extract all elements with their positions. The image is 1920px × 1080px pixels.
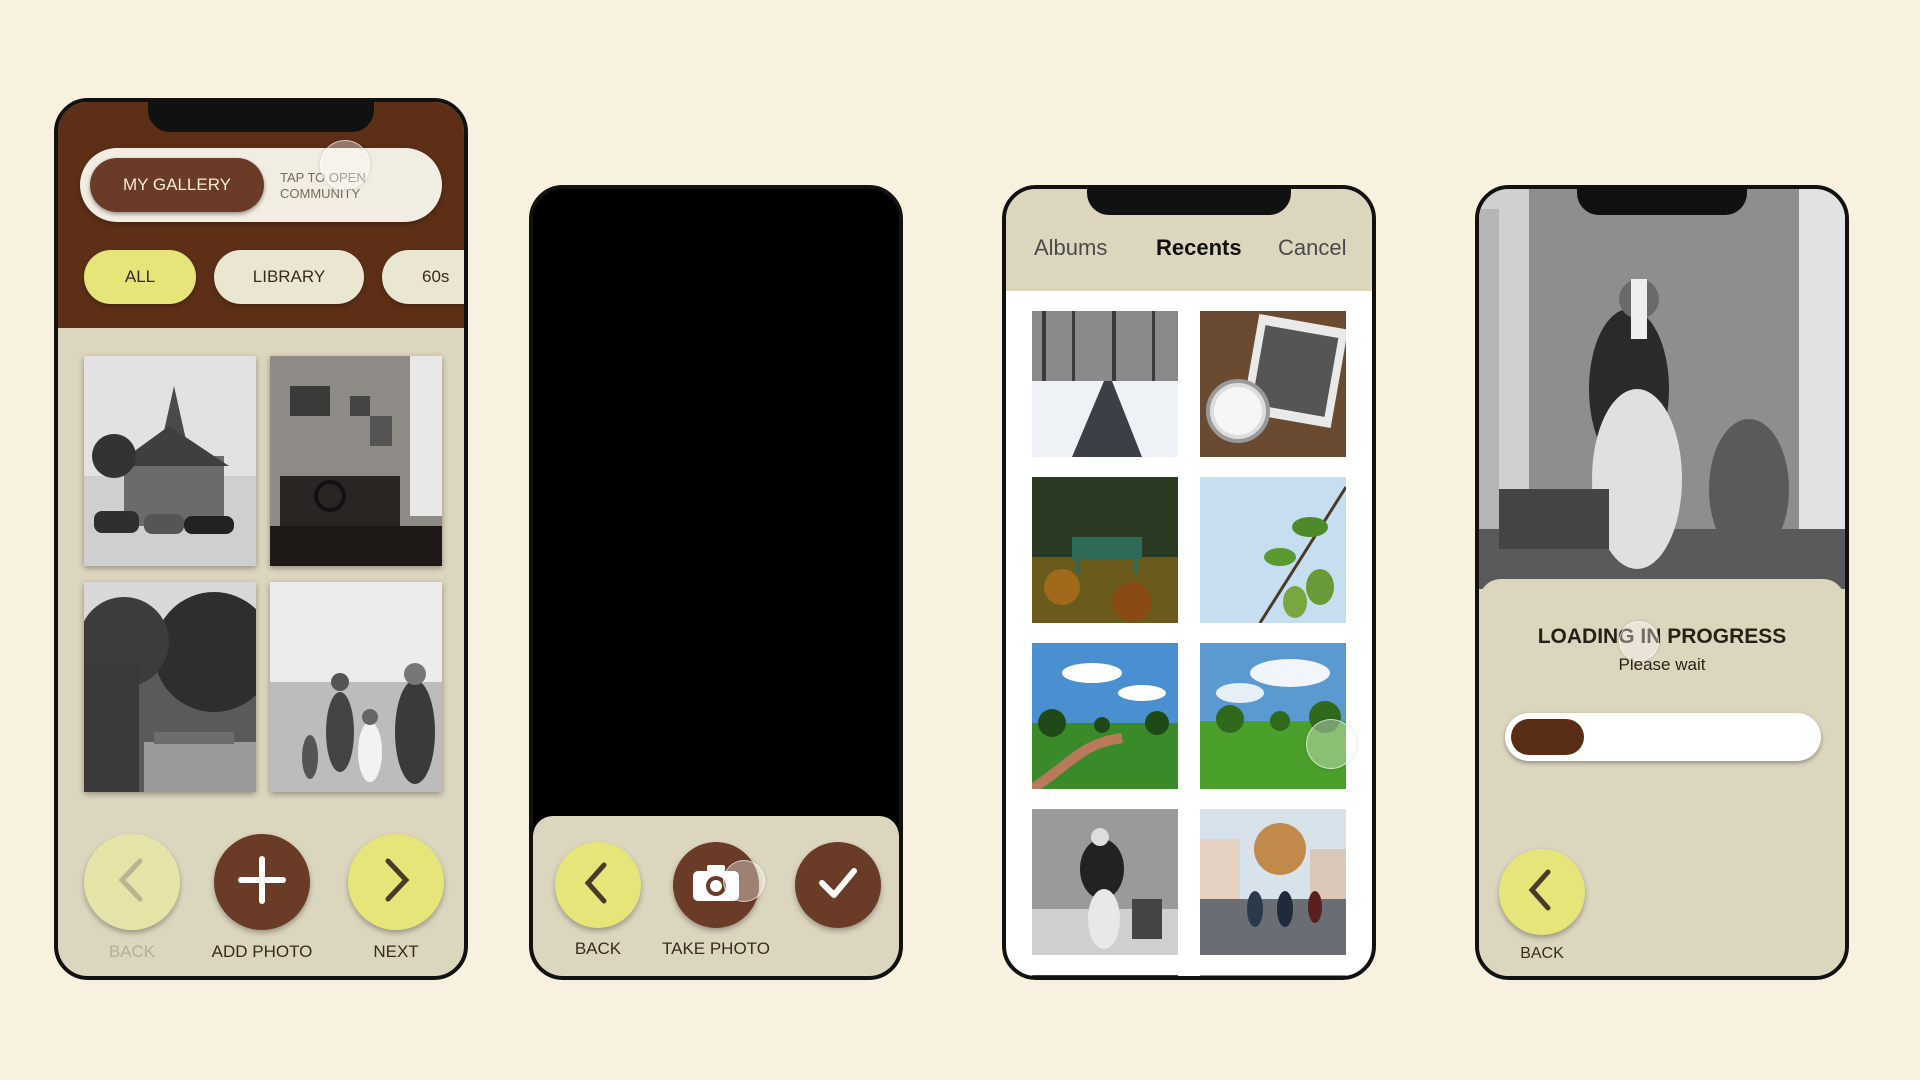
- thumbnail-park-bench[interactable]: [1032, 477, 1178, 623]
- thumbnail-cyclists[interactable]: [1200, 809, 1346, 955]
- filter-chip-all[interactable]: ALL: [84, 250, 196, 304]
- my-gallery-tab[interactable]: MY GALLERY: [90, 158, 264, 212]
- camera-screen: BACK TAKE PHOTO: [529, 185, 903, 980]
- take-photo-button[interactable]: [673, 842, 759, 928]
- touch-indicator: [320, 140, 370, 190]
- add-photo-button[interactable]: [214, 834, 310, 930]
- touch-indicator: [1306, 719, 1356, 769]
- thumbnail-snowy-road[interactable]: [1032, 311, 1178, 457]
- photo-family[interactable]: [270, 582, 442, 792]
- camera-controls: BACK TAKE PHOTO: [533, 816, 899, 976]
- thumbnail-park-path[interactable]: [1032, 643, 1178, 789]
- filter-chip-60s[interactable]: 60s: [382, 250, 464, 304]
- chevron-left-icon: [1524, 868, 1560, 917]
- next-label: NEXT: [373, 942, 419, 961]
- progress-bar: [1505, 713, 1821, 761]
- camera-viewfinder: [533, 189, 899, 829]
- back-label: BACK: [574, 939, 622, 958]
- back-button[interactable]: [555, 842, 641, 928]
- add-photo-label: ADD PHOTO: [211, 942, 313, 961]
- photo-church[interactable]: [84, 356, 256, 566]
- plus-icon: [237, 855, 287, 910]
- albums-tab[interactable]: Albums: [1034, 235, 1108, 260]
- gallery-header: MY GALLERY TAP TO OPEN COMMUNITY ALL LIB…: [58, 102, 464, 328]
- filter-chip-library[interactable]: LIBRARY: [214, 250, 364, 304]
- photo-office[interactable]: [270, 356, 442, 566]
- thumbnail-partial: [1032, 975, 1178, 976]
- progress-fill: [1511, 719, 1584, 755]
- thumbnail-partial: [1200, 975, 1346, 976]
- touch-indicator: [1619, 621, 1659, 661]
- back-label: BACK: [108, 942, 156, 961]
- thumbnail-pocket-watch[interactable]: [1200, 311, 1346, 457]
- selected-photo-preview: [1479, 189, 1845, 589]
- photo-picker-screen: Albums Recents Cancel: [1002, 185, 1376, 980]
- loading-screen: LOADING IN PROGRESS Please wait BACK: [1475, 185, 1849, 980]
- back-button[interactable]: [1499, 849, 1585, 935]
- photo-garden[interactable]: [84, 582, 256, 792]
- cancel-button[interactable]: Cancel: [1278, 235, 1347, 260]
- confirm-button[interactable]: [795, 842, 881, 928]
- loading-title: LOADING IN PROGRESS: [1537, 625, 1787, 648]
- back-button[interactable]: [84, 834, 180, 930]
- phone-notch: [1577, 189, 1747, 215]
- checkmark-icon: [816, 863, 860, 908]
- take-photo-label: TAKE PHOTO: [661, 939, 770, 958]
- gallery-screen: MY GALLERY TAP TO OPEN COMMUNITY ALL LIB…: [54, 98, 468, 980]
- recents-tab[interactable]: Recents: [1156, 235, 1242, 260]
- loading-subtitle: Please wait: [1618, 655, 1706, 674]
- thumbnail-woman-portrait[interactable]: [1032, 809, 1178, 955]
- chevron-left-icon: [580, 861, 616, 910]
- chevron-left-icon: [112, 855, 152, 910]
- phone-notch: [148, 102, 374, 132]
- back-label: BACK: [1520, 945, 1564, 962]
- touch-indicator: [723, 860, 765, 902]
- thumbnail-pears[interactable]: [1200, 477, 1346, 623]
- chevron-right-icon: [376, 855, 416, 910]
- phone-notch: [1087, 189, 1291, 215]
- next-button[interactable]: [348, 834, 444, 930]
- gallery-community-toggle: MY GALLERY TAP TO OPEN COMMUNITY: [80, 148, 442, 222]
